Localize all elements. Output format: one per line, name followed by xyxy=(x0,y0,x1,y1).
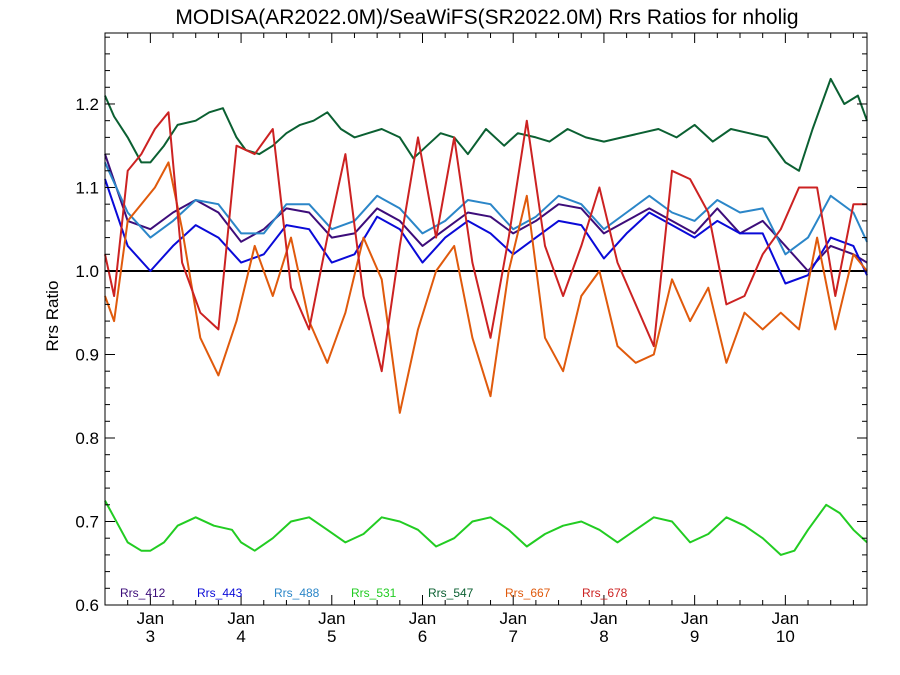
y-axis: 0.6 0.7 0.8 0.9 1.0 1.1 1.2 xyxy=(75,36,867,615)
x-tick-label-month: Jan xyxy=(681,609,708,628)
legend-entry-rrs-678: Rrs_678 xyxy=(582,586,628,600)
series-line-rrs-667 xyxy=(104,161,868,414)
y-tick-label: 0.7 xyxy=(75,512,99,531)
y-tick-label: 1.1 xyxy=(75,178,99,197)
legend: Rrs_412 Rrs_443 Rrs_488 Rrs_531 Rrs_547 Rrs_6… xyxy=(120,586,628,600)
x-tick-label-month: Jan xyxy=(772,609,799,628)
series-line-rrs-547 xyxy=(104,77,868,172)
y-tick-label: 0.8 xyxy=(75,429,99,448)
legend-entry-rrs-443: Rrs_443 xyxy=(197,586,243,600)
series-line-rrs-531 xyxy=(104,500,868,556)
x-tick-label-day: 7 xyxy=(508,627,517,646)
y-tick-label: 1.2 xyxy=(75,95,99,114)
x-tick-label-day: 6 xyxy=(418,627,427,646)
x-tick-label-month: Jan xyxy=(137,609,164,628)
series-line-rrs-443 xyxy=(104,178,868,285)
chart-title: MODISA(AR2022.0M)/SeaWiFS(SR2022.0M) Rrs… xyxy=(175,6,798,29)
y-tick-label: 1.0 xyxy=(75,262,99,281)
series-line-rrs-412 xyxy=(104,153,868,272)
series-line-rrs-678 xyxy=(104,111,867,373)
x-tick-label-day: 8 xyxy=(599,627,608,646)
x-tick-label-day: 5 xyxy=(327,627,336,646)
legend-entry-rrs-488: Rrs_488 xyxy=(274,586,320,600)
x-tick-label-month: Jan xyxy=(227,609,254,628)
plot-frame xyxy=(104,32,868,606)
x-tick-label-month: Jan xyxy=(500,609,527,628)
series-line-rrs-488 xyxy=(104,161,868,256)
series-layer xyxy=(104,77,868,556)
x-tick-label-day: 4 xyxy=(236,627,245,646)
legend-entry-rrs-667: Rrs_667 xyxy=(505,586,551,600)
x-tick-label-day: 3 xyxy=(146,627,155,646)
x-tick-label-day: 10 xyxy=(776,627,795,646)
legend-entry-rrs-412: Rrs_412 xyxy=(120,586,166,600)
legend-entry-rrs-547: Rrs_547 xyxy=(428,586,474,600)
y-tick-label: 0.6 xyxy=(75,596,99,615)
x-tick-label-day: 9 xyxy=(690,627,699,646)
x-tick-label-month: Jan xyxy=(409,609,436,628)
legend-entry-rrs-531: Rrs_531 xyxy=(351,586,397,600)
x-tick-label-month: Jan xyxy=(590,609,617,628)
y-axis-label: Rrs Ratio xyxy=(43,281,62,352)
y-tick-label: 0.9 xyxy=(75,345,99,364)
x-tick-label-month: Jan xyxy=(318,609,345,628)
